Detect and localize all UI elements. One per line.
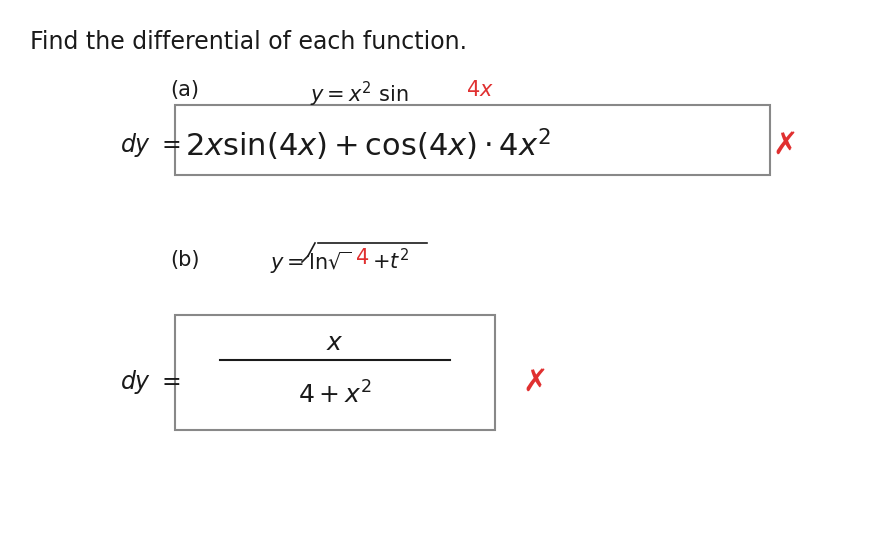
Text: $y = x^2\ \mathrm{sin}\ $: $y = x^2\ \mathrm{sin}\ $ [310, 80, 409, 109]
FancyBboxPatch shape [175, 315, 495, 430]
Text: Find the differential of each function.: Find the differential of each function. [30, 30, 467, 54]
Text: ✗: ✗ [772, 131, 797, 159]
Text: $dy\ =$: $dy\ =$ [120, 368, 180, 396]
Text: ✗: ✗ [522, 368, 547, 397]
Text: $x$: $x$ [326, 331, 344, 355]
Text: (a): (a) [171, 80, 199, 100]
Text: $2x\sin(4x) + \cos(4x) \cdot 4x^2$: $2x\sin(4x) + \cos(4x) \cdot 4x^2$ [185, 127, 551, 163]
FancyBboxPatch shape [175, 105, 770, 175]
Text: $4$: $4$ [355, 248, 369, 268]
Text: $y = \mathrm{ln}\sqrt{\,}$: $y = \mathrm{ln}\sqrt{\,}$ [270, 250, 352, 276]
Text: (b): (b) [171, 250, 200, 270]
Text: $dy\ =$: $dy\ =$ [120, 131, 180, 159]
Text: $4 + x^2$: $4 + x^2$ [298, 381, 372, 409]
Text: $+ t^2$: $+ t^2$ [372, 248, 409, 273]
Text: $4x$: $4x$ [466, 80, 494, 100]
